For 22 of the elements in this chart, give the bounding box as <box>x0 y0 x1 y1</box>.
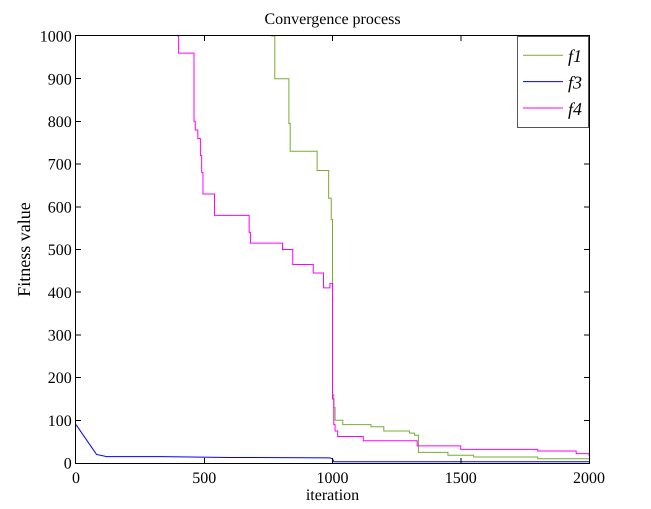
x-tick-label: 1000 <box>316 470 348 488</box>
y-tick-label: 1000 <box>40 28 72 46</box>
chart-title: Convergence process <box>264 10 401 28</box>
legend-label: f3 <box>568 72 582 93</box>
y-tick-label: 600 <box>48 199 72 216</box>
x-tick-label: 500 <box>192 470 216 488</box>
y-tick-label: 900 <box>48 71 72 88</box>
y-tick-label: 300 <box>48 328 72 344</box>
y-tick-label: 500 <box>48 242 72 260</box>
legend-label: f1 <box>568 46 582 66</box>
y-tick-label: 400 <box>48 284 72 302</box>
y-tick-label: 700 <box>48 156 72 174</box>
y-axis-title: Fitness value <box>14 202 34 297</box>
y-tick-label: 200 <box>48 370 72 388</box>
line-series <box>76 424 589 462</box>
y-tick-label: 0 <box>64 456 72 473</box>
legend-label: f4 <box>568 99 582 120</box>
x-tick-label: 1500 <box>444 470 477 488</box>
x-axis-title: iteration <box>306 487 360 504</box>
y-tick-label: 800 <box>48 114 72 131</box>
y-tick-label: 100 <box>48 412 72 430</box>
x-tick-label: 2000 <box>573 470 605 488</box>
